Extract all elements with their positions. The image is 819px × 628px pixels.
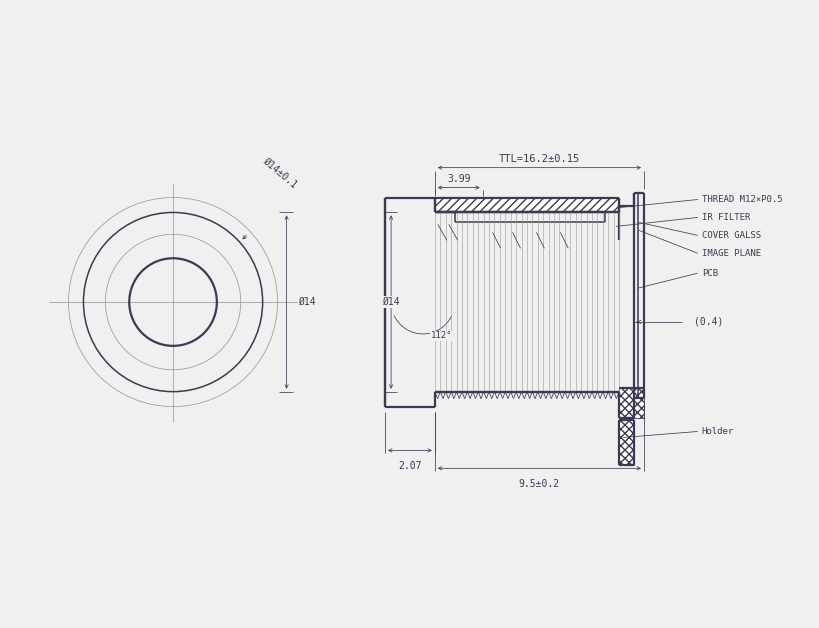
Text: Holder: Holder bbox=[701, 427, 733, 436]
Text: IMAGE PLANE: IMAGE PLANE bbox=[701, 249, 760, 257]
Text: 112°: 112° bbox=[430, 332, 452, 340]
Text: Ø14: Ø14 bbox=[298, 297, 316, 307]
Text: TTL=16.2±0.15: TTL=16.2±0.15 bbox=[498, 154, 579, 164]
Bar bbox=[434, 198, 618, 212]
Text: IR FILTER: IR FILTER bbox=[701, 213, 749, 222]
Text: 3.99: 3.99 bbox=[446, 173, 470, 183]
Text: PCB: PCB bbox=[701, 269, 717, 278]
Text: Ø14±0.1: Ø14±0.1 bbox=[261, 156, 299, 190]
Text: 9.5±0.2: 9.5±0.2 bbox=[518, 479, 559, 489]
Text: 2.07: 2.07 bbox=[398, 462, 421, 472]
Text: COVER GALSS: COVER GALSS bbox=[701, 231, 760, 240]
Text: Ø14: Ø14 bbox=[382, 297, 400, 307]
Text: (0.4): (0.4) bbox=[693, 317, 722, 327]
Bar bbox=[618, 387, 643, 418]
Bar bbox=[618, 420, 633, 465]
Text: THREAD M12×P0.5: THREAD M12×P0.5 bbox=[701, 195, 781, 204]
